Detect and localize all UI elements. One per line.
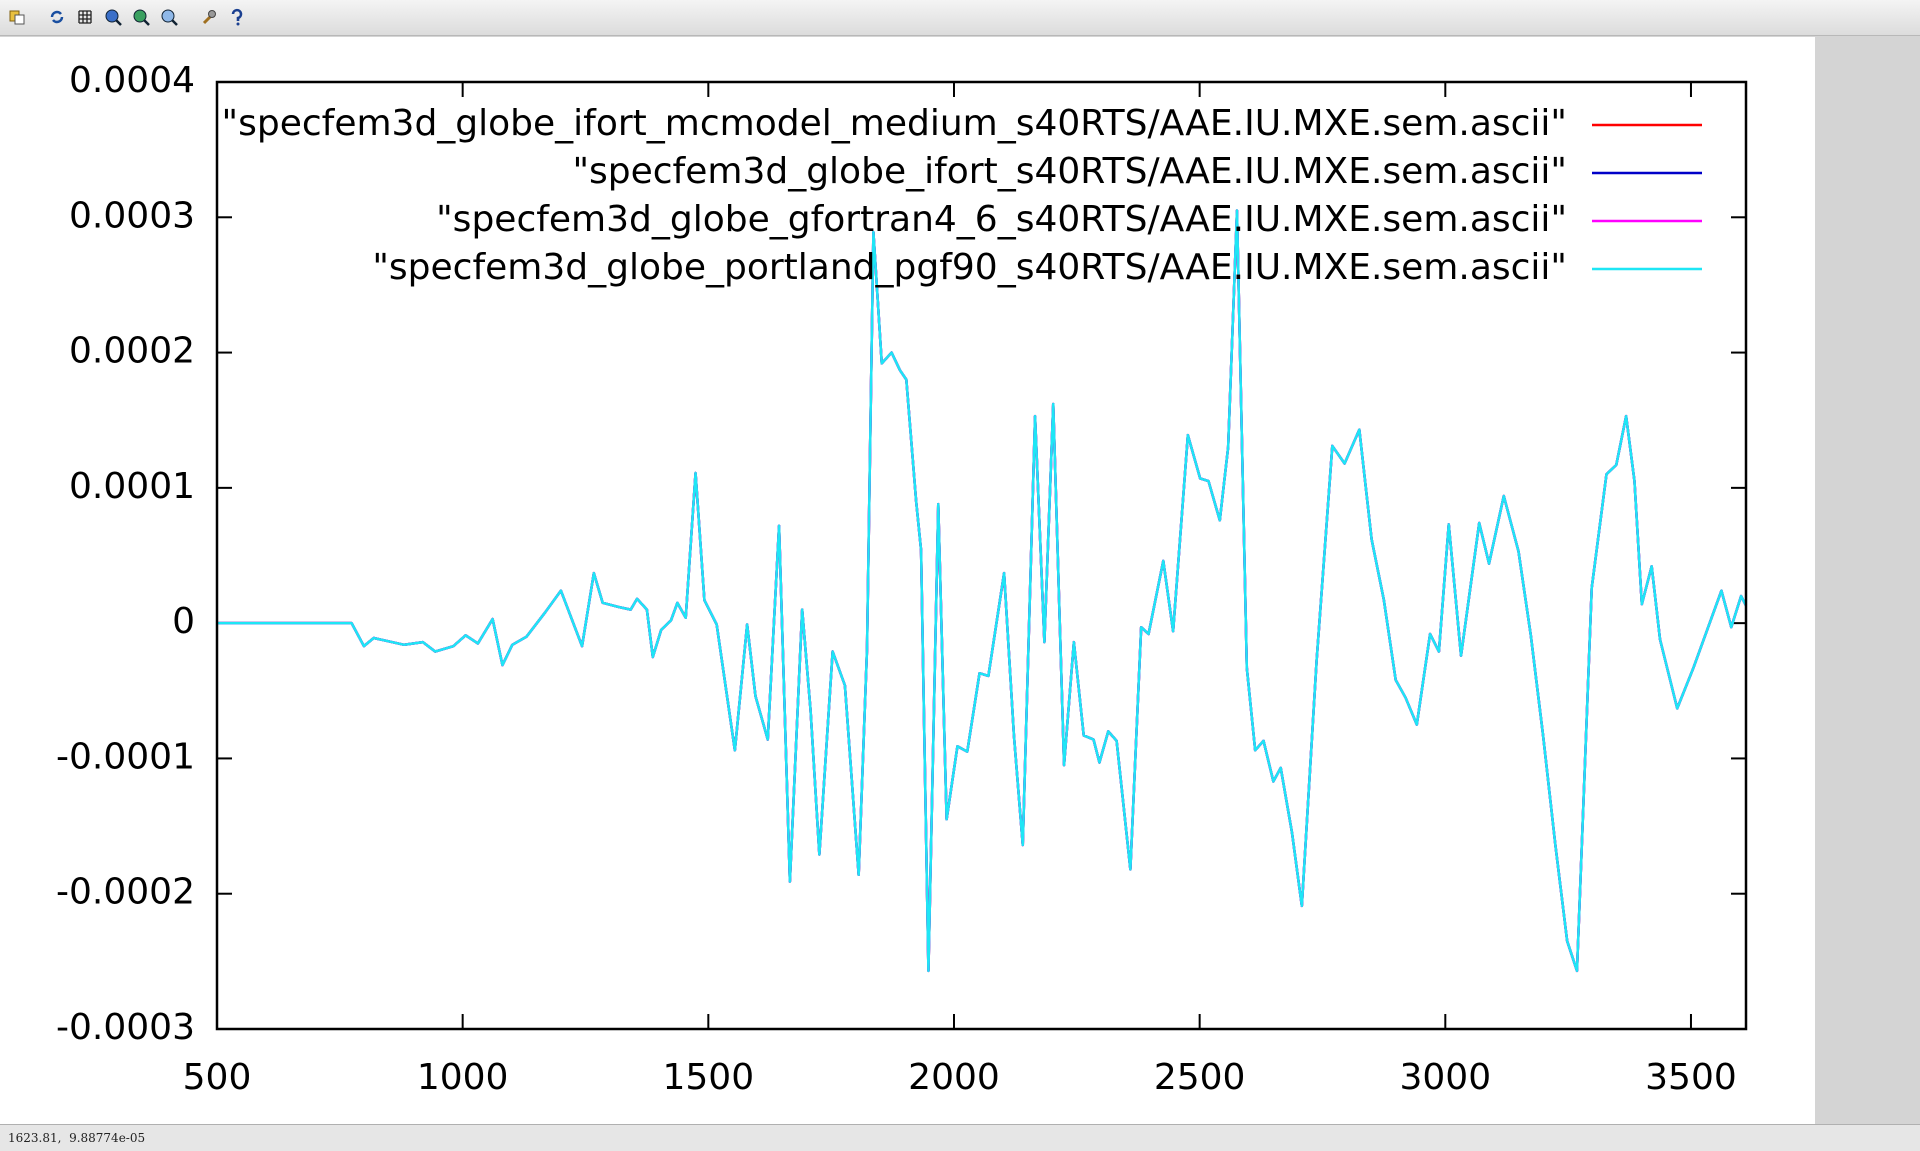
plot-background <box>0 37 1815 1124</box>
x-tick-label: 500 <box>183 1057 252 1098</box>
config-button[interactable] <box>200 8 218 26</box>
toolbar <box>0 0 1920 36</box>
x-tick-label: 3500 <box>1645 1057 1737 1098</box>
x-tick-label: 1500 <box>663 1057 755 1098</box>
y-tick-label: 0.0003 <box>69 195 195 236</box>
copy-button[interactable] <box>8 8 26 26</box>
autoscale-button[interactable] <box>160 8 178 26</box>
y-tick-label: 0 <box>172 601 195 642</box>
y-tick-label: 0.0001 <box>69 466 195 507</box>
zoom-prev-button[interactable] <box>104 8 122 26</box>
legend-label: "specfem3d_globe_portland_pgf90_s40RTS/A… <box>372 247 1567 288</box>
y-tick-label: 0.0002 <box>69 331 195 372</box>
series-line <box>217 209 1748 973</box>
y-tick-label: -0.0003 <box>56 1007 195 1048</box>
replot-button[interactable] <box>48 8 66 26</box>
help-button[interactable] <box>228 8 246 26</box>
plot-frame <box>215 80 1748 1031</box>
x-tick-label: 2000 <box>908 1057 1000 1098</box>
x-tick-label: 1000 <box>417 1057 509 1098</box>
grid-button[interactable] <box>76 8 94 26</box>
legend-label: "specfem3d_globe_ifort_s40RTS/AAE.IU.MXE… <box>572 151 1567 192</box>
y-tick-label: 0.0004 <box>69 60 195 101</box>
cursor-coordinates: 1623.81, 9.88774e-05 <box>8 1131 146 1145</box>
zoom-next-button[interactable] <box>132 8 150 26</box>
x-tick-label: 3000 <box>1399 1057 1491 1098</box>
legend-label: "specfem3d_globe_ifort_mcmodel_medium_s4… <box>222 103 1567 144</box>
x-tick-label: 2500 <box>1154 1057 1246 1098</box>
legend-label: "specfem3d_globe_gfortran4_6_s40RTS/AAE.… <box>436 199 1567 240</box>
plot-canvas: -0.0003 -0.0002 -0.0001 0 0.0001 0.0002 0.0003… <box>0 37 1815 1124</box>
y-tick-label: -0.0001 <box>56 736 195 777</box>
status-bar: 1623.81, 9.88774e-05 <box>0 1124 1920 1151</box>
y-tick-label: -0.0002 <box>56 872 195 913</box>
